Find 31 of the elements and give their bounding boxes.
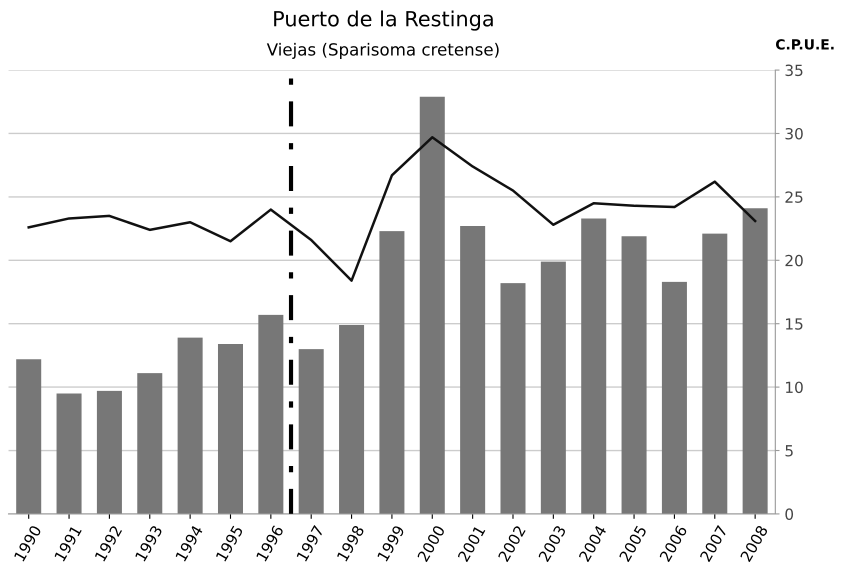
bar [540,262,566,514]
bar [137,373,162,514]
bar [500,283,526,514]
bar [622,236,647,514]
chart-title: Puerto de la Restinga [274,10,493,31]
bar [258,314,284,514]
y-tick-label: 10 [786,382,803,394]
bar [298,349,324,514]
bar [662,282,687,514]
bar [702,234,728,514]
bar [218,344,243,514]
line-series [27,136,756,282]
bar [581,218,606,514]
bar [56,393,82,514]
bar [96,390,122,514]
y-tick-label: 25 [785,191,802,203]
bar [339,324,364,514]
chart-subtitle: Viejas (Sparisoma cretense) [266,42,499,59]
bar [379,231,404,514]
y-tick-label: 30 [786,128,803,140]
bar [742,208,768,514]
bar [16,359,42,514]
y-axis-title: C.P.U.E. [776,39,834,50]
y-tick-label: 5 [786,445,793,457]
bar [420,96,445,514]
y-tick-label: 0 [785,508,794,520]
y-tick-label: 35 [786,64,802,76]
y-tick-label: 20 [785,254,803,266]
bar [178,338,203,514]
y-tick-label: 15 [786,318,802,330]
bar [460,226,486,514]
